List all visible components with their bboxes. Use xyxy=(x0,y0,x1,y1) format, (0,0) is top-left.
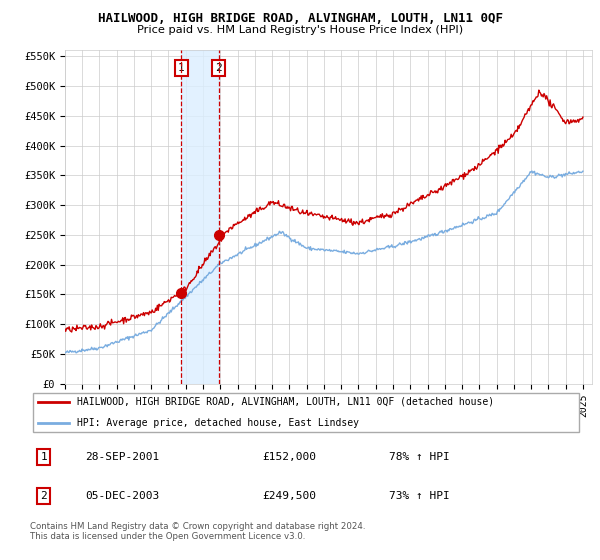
Text: 73% ↑ HPI: 73% ↑ HPI xyxy=(389,491,449,501)
FancyBboxPatch shape xyxy=(33,393,579,432)
Text: £249,500: £249,500 xyxy=(262,491,316,501)
Text: 28-SEP-2001: 28-SEP-2001 xyxy=(85,452,160,462)
Text: HAILWOOD, HIGH BRIDGE ROAD, ALVINGHAM, LOUTH, LN11 0QF: HAILWOOD, HIGH BRIDGE ROAD, ALVINGHAM, L… xyxy=(97,12,503,25)
Bar xyxy=(181,50,219,384)
Text: 1: 1 xyxy=(178,63,185,73)
Text: £152,000: £152,000 xyxy=(262,452,316,462)
Text: HPI: Average price, detached house, East Lindsey: HPI: Average price, detached house, East… xyxy=(77,418,359,428)
Text: 78% ↑ HPI: 78% ↑ HPI xyxy=(389,452,449,462)
Text: 2: 2 xyxy=(40,491,47,501)
Text: HAILWOOD, HIGH BRIDGE ROAD, ALVINGHAM, LOUTH, LN11 0QF (detached house): HAILWOOD, HIGH BRIDGE ROAD, ALVINGHAM, L… xyxy=(77,396,494,407)
Text: 1: 1 xyxy=(40,452,47,462)
Text: 2: 2 xyxy=(215,63,222,73)
Text: Contains HM Land Registry data © Crown copyright and database right 2024.
This d: Contains HM Land Registry data © Crown c… xyxy=(30,522,365,542)
Text: Price paid vs. HM Land Registry's House Price Index (HPI): Price paid vs. HM Land Registry's House … xyxy=(137,25,463,35)
Text: 05-DEC-2003: 05-DEC-2003 xyxy=(85,491,160,501)
